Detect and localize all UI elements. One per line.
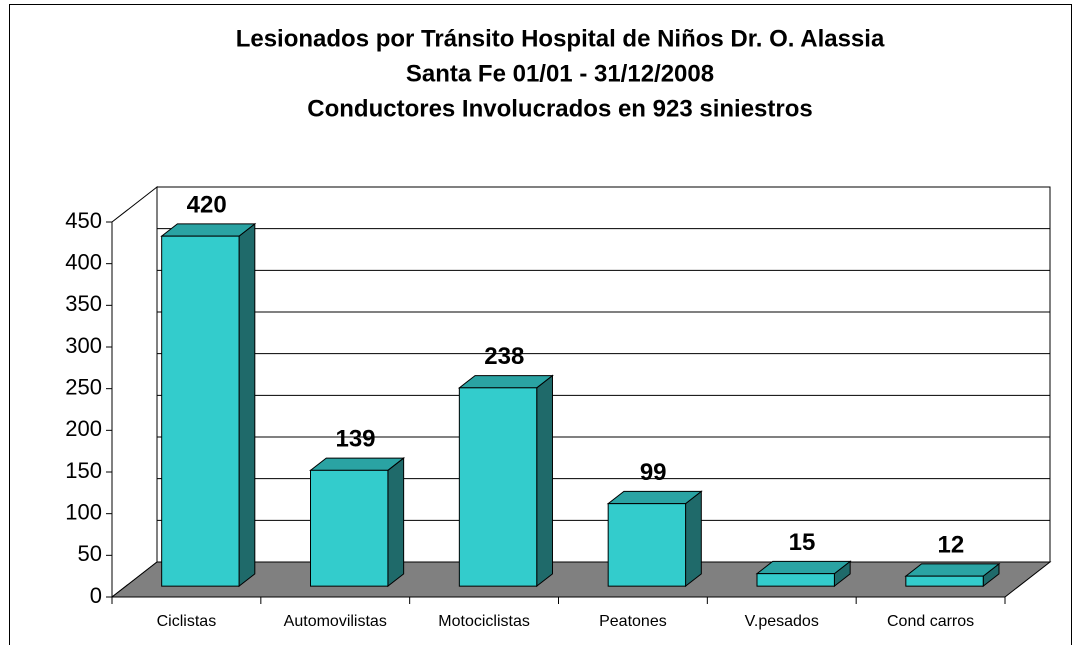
bar (458, 387, 538, 587)
y-tick-label: 300 (65, 333, 102, 358)
back-wall (156, 186, 1051, 563)
x-tick-label: Ciclistas (157, 613, 217, 630)
value-label: 238 (484, 343, 524, 370)
bar-top (160, 223, 257, 237)
bar (607, 503, 687, 587)
bar (161, 235, 240, 587)
x-tick-label: V.pesados (745, 613, 819, 630)
y-tick-label: 350 (65, 291, 102, 316)
chart-title: Santa Fe 01/01 - 31/12/2008 (406, 60, 714, 87)
chart-title: Lesionados por Tránsito Hospital de Niño… (236, 25, 885, 52)
y-tick-label: 0 (90, 583, 102, 608)
y-tick-label: 150 (65, 458, 102, 483)
y-tick-label: 250 (65, 374, 102, 399)
bar-top (904, 563, 1001, 577)
value-label: 420 (187, 191, 227, 218)
value-label: 15 (789, 529, 816, 556)
y-tick-label: 100 (65, 499, 102, 524)
bar-side (387, 457, 405, 588)
y-tick-label: 200 (65, 416, 102, 441)
bar-top (606, 490, 703, 505)
value-label: 139 (335, 426, 375, 453)
bar (905, 575, 984, 587)
bar-top (457, 375, 554, 389)
bar-side (238, 222, 256, 588)
side-wall (111, 185, 158, 599)
y-tick-label: 450 (65, 208, 102, 233)
bar (310, 469, 389, 587)
value-label: 99 (640, 459, 667, 486)
x-tick-label: Automovilistas (284, 613, 387, 630)
value-label: 12 (937, 531, 964, 558)
x-tick-label: Peatones (599, 613, 667, 630)
x-tick-label: Cond carros (887, 613, 974, 630)
y-tick-label: 400 (65, 249, 102, 274)
y-tick-label: 50 (78, 541, 102, 566)
bar-side (685, 490, 702, 588)
x-tick-label: Motociclistas (438, 613, 530, 630)
bar-side (536, 374, 553, 588)
chart-title: Conductores Involucrados en 923 siniestr… (307, 95, 812, 122)
bar-top (309, 457, 406, 471)
bar-top (755, 560, 852, 575)
bar (756, 573, 835, 587)
